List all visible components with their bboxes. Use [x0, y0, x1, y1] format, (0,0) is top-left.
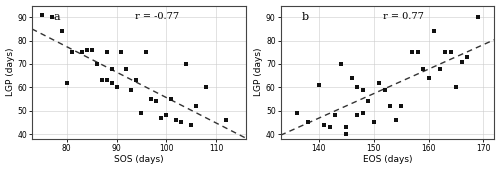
Point	[63, 81, 71, 84]
Point	[293, 112, 301, 114]
Text: r = -0.77: r = -0.77	[134, 12, 178, 21]
Point	[177, 121, 185, 124]
Point	[68, 51, 76, 54]
Point	[419, 67, 427, 70]
Point	[158, 116, 166, 119]
Point	[414, 51, 422, 54]
Point	[132, 79, 140, 82]
Point	[446, 51, 454, 54]
Point	[354, 86, 362, 89]
Point	[108, 67, 116, 70]
Point	[452, 86, 460, 89]
Text: b: b	[302, 12, 309, 22]
Point	[162, 114, 170, 117]
Point	[172, 119, 180, 121]
Point	[92, 63, 100, 65]
Point	[348, 77, 356, 79]
Point	[138, 112, 145, 114]
Point	[474, 16, 482, 19]
Point	[392, 119, 400, 121]
X-axis label: EOS (days): EOS (days)	[363, 155, 412, 164]
Point	[342, 126, 350, 129]
Point	[397, 105, 405, 107]
Point	[315, 84, 323, 86]
Point	[222, 119, 230, 121]
Point	[58, 30, 66, 33]
Point	[82, 49, 90, 51]
Point	[463, 56, 471, 58]
Point	[78, 51, 86, 54]
Point	[359, 88, 367, 91]
Point	[187, 123, 195, 126]
Point	[408, 51, 416, 54]
Point	[152, 100, 160, 103]
Point	[118, 51, 126, 54]
Point	[102, 51, 110, 54]
Point	[354, 114, 362, 117]
Point	[376, 81, 384, 84]
Text: r = 0.77: r = 0.77	[383, 12, 424, 21]
X-axis label: SOS (days): SOS (days)	[114, 155, 164, 164]
Point	[182, 63, 190, 65]
Point	[304, 121, 312, 124]
Point	[337, 63, 345, 65]
Point	[430, 30, 438, 33]
Point	[128, 88, 136, 91]
Point	[202, 86, 210, 89]
Text: a: a	[54, 12, 60, 22]
Point	[48, 16, 56, 19]
Point	[326, 126, 334, 129]
Point	[142, 51, 150, 54]
Y-axis label: LGP (days): LGP (days)	[254, 48, 263, 96]
Point	[98, 79, 106, 82]
Point	[342, 133, 350, 135]
Point	[38, 14, 46, 16]
Point	[320, 123, 328, 126]
Point	[192, 105, 200, 107]
Point	[88, 49, 96, 51]
Point	[370, 121, 378, 124]
Point	[122, 67, 130, 70]
Point	[148, 98, 156, 100]
Y-axis label: LGP (days): LGP (days)	[6, 48, 15, 96]
Point	[458, 60, 466, 63]
Point	[167, 98, 175, 100]
Point	[108, 81, 116, 84]
Point	[436, 67, 444, 70]
Point	[424, 77, 432, 79]
Point	[381, 88, 389, 91]
Point	[332, 114, 340, 117]
Point	[386, 105, 394, 107]
Point	[112, 86, 120, 89]
Point	[364, 100, 372, 103]
Point	[102, 79, 110, 82]
Point	[359, 112, 367, 114]
Point	[441, 51, 449, 54]
